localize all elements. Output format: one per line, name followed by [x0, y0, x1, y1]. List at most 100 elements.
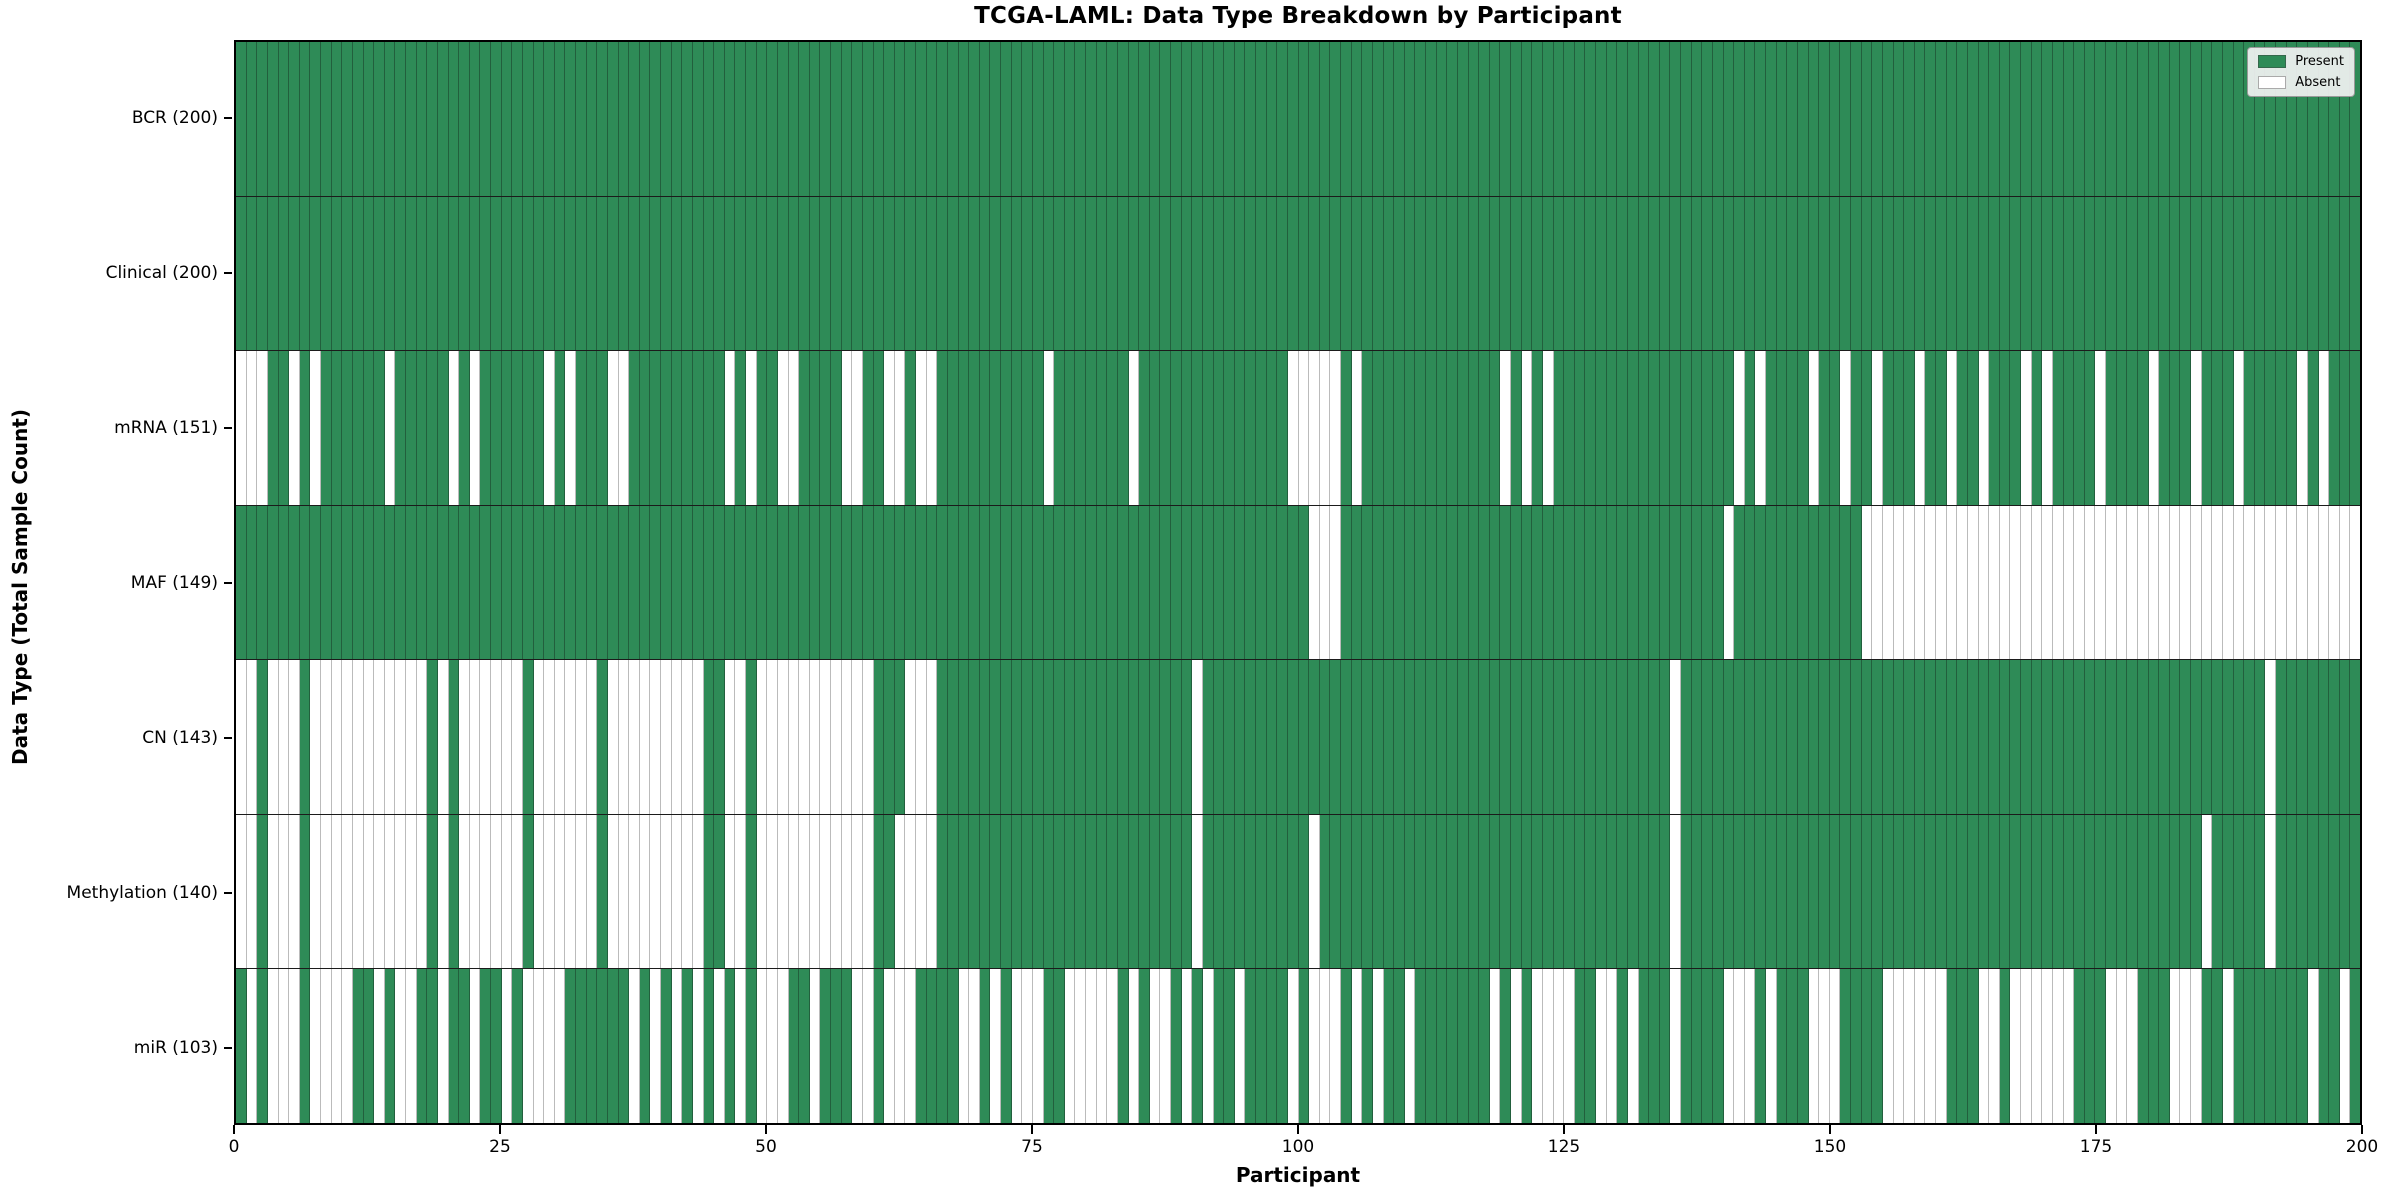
heatmap-cell: [1978, 42, 1990, 196]
heatmap-cell: [650, 196, 661, 351]
x-tick-mark: [1297, 1125, 1299, 1134]
heatmap-cell: [990, 814, 1001, 969]
heatmap-cell: [1309, 660, 1320, 814]
heatmap-cell: [1043, 196, 1055, 351]
heatmap-cell: [1277, 196, 1288, 351]
heatmap-cell: [299, 660, 311, 814]
heatmap-cell: [289, 814, 300, 969]
heatmap-cell: [363, 351, 375, 505]
heatmap-cell: [639, 351, 651, 505]
heatmap-cell: [2244, 42, 2255, 196]
heatmap-cell: [1723, 969, 1735, 1124]
heatmap-cell: [576, 814, 587, 969]
heatmap-cell: [2010, 42, 2021, 196]
heatmap-cell: [1893, 505, 1905, 660]
heatmap-cell: [1511, 196, 1522, 351]
heatmap-cell: [2031, 351, 2043, 505]
heatmap-cell: [1064, 351, 1076, 505]
heatmap-cell: [926, 660, 938, 814]
heatmap-cell: [1521, 814, 1533, 969]
heatmap-cell: [831, 196, 842, 351]
heatmap-cell: [1234, 814, 1246, 969]
heatmap-cell: [1001, 505, 1012, 660]
heatmap-cell: [1415, 196, 1426, 351]
heatmap-cell: [1213, 969, 1225, 1124]
heatmap-cell: [799, 351, 810, 505]
heatmap-cell: [1298, 505, 1310, 660]
heatmap-cell: [1511, 505, 1522, 660]
heatmap-cell: [990, 196, 1001, 351]
heatmap-cell: [1277, 969, 1288, 1124]
heatmap-cell: [1936, 814, 1947, 969]
heatmap-cell: [820, 196, 831, 351]
heatmap-cell: [1011, 660, 1023, 814]
heatmap-cell: [2286, 814, 2298, 969]
heatmap-cell: [246, 351, 258, 505]
heatmap-cell: [1638, 505, 1650, 660]
heatmap-cell: [2127, 196, 2138, 351]
heatmap-cell: [979, 196, 991, 351]
heatmap-cell: [1542, 196, 1554, 351]
heatmap-cell: [1851, 351, 1862, 505]
heatmap-cell: [873, 969, 885, 1124]
heatmap-cell: [310, 505, 321, 660]
heatmap-cell: [1054, 814, 1065, 969]
heatmap-cell: [788, 969, 800, 1124]
heatmap-cell: [1372, 660, 1384, 814]
heatmap-cell: [2350, 969, 2360, 1124]
heatmap-cell: [969, 505, 980, 660]
heatmap-cell: [522, 505, 534, 660]
heatmap-cell: [1319, 42, 1331, 196]
heatmap-cell: [1670, 505, 1681, 660]
heatmap-cell: [905, 969, 916, 1124]
heatmap-cell: [278, 505, 290, 660]
heatmap-cell: [2127, 42, 2138, 196]
heatmap-cell: [1521, 196, 1533, 351]
heatmap-cell: [2021, 196, 2032, 351]
heatmap-cell: [544, 196, 555, 351]
heatmap-cell: [2031, 42, 2043, 196]
heatmap-cell: [501, 660, 513, 814]
heatmap-cell: [544, 505, 555, 660]
heatmap-cell: [1022, 42, 1033, 196]
heatmap-cell: [894, 660, 906, 814]
heatmap-cell: [1117, 969, 1129, 1124]
heatmap-cell: [692, 196, 704, 351]
heatmap-cell: [2095, 351, 2106, 505]
heatmap-cell: [1054, 660, 1065, 814]
heatmap-cell: [831, 814, 842, 969]
heatmap-cell: [1075, 42, 1086, 196]
heatmap-cell: [618, 351, 630, 505]
heatmap-cell: [522, 351, 534, 505]
heatmap-cell: [1149, 42, 1161, 196]
heatmap-cell: [884, 505, 895, 660]
heatmap-cell: [1851, 660, 1862, 814]
heatmap-cell: [2254, 351, 2266, 505]
heatmap-cell: [2276, 196, 2287, 351]
heatmap-cell: [2095, 814, 2106, 969]
heatmap-cell: [1500, 969, 1511, 1124]
heatmap-cell: [1659, 969, 1671, 1124]
heatmap-cell: [1287, 505, 1299, 660]
heatmap-cell: [289, 969, 300, 1124]
heatmap-cell: [607, 660, 619, 814]
heatmap-cell: [289, 351, 300, 505]
heatmap-cell: [395, 505, 406, 660]
heatmap-cell: [1362, 42, 1373, 196]
heatmap-cell: [1372, 505, 1384, 660]
heatmap-cell: [2137, 42, 2149, 196]
y-tick-mark: [224, 736, 232, 739]
heatmap-cell: [2127, 814, 2138, 969]
heatmap-cell: [2169, 196, 2181, 351]
heatmap-cell: [1351, 505, 1363, 660]
heatmap-cell: [947, 660, 959, 814]
heatmap-cell: [2254, 969, 2266, 1124]
heatmap-cell: [278, 196, 290, 351]
heatmap-cell: [2010, 969, 2021, 1124]
heatmap-cell: [767, 814, 778, 969]
heatmap-cell: [1447, 969, 1458, 1124]
heatmap-cell: [2286, 351, 2298, 505]
heatmap-cell: [1139, 196, 1150, 351]
heatmap-cell: [469, 351, 481, 505]
heatmap-cell: [1436, 505, 1448, 660]
